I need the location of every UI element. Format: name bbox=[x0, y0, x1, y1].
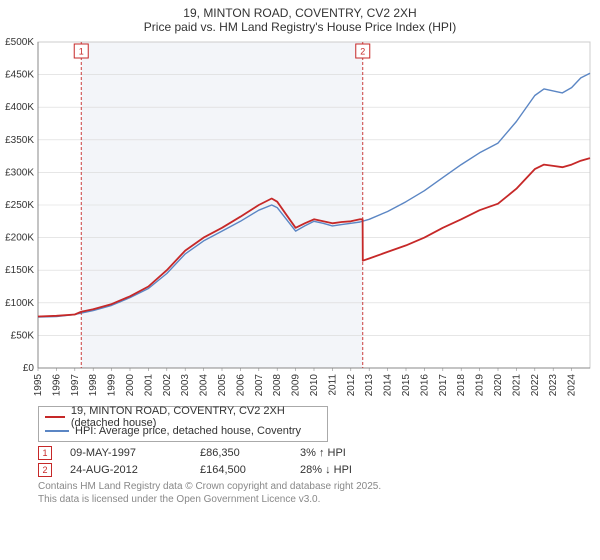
svg-text:1: 1 bbox=[79, 47, 84, 57]
page-title-address: 19, MINTON ROAD, COVENTRY, CV2 2XH bbox=[0, 6, 600, 20]
svg-text:2001: 2001 bbox=[143, 374, 154, 397]
svg-text:£400K: £400K bbox=[5, 102, 34, 113]
svg-text:2010: 2010 bbox=[309, 374, 320, 397]
svg-text:2018: 2018 bbox=[456, 374, 467, 397]
sales-table: 1 09-MAY-1997 £86,350 3% ↑ HPI 2 24-AUG-… bbox=[38, 446, 600, 477]
svg-text:2011: 2011 bbox=[327, 374, 338, 396]
svg-text:2020: 2020 bbox=[493, 374, 504, 397]
legend-item: HPI: Average price, detached house, Cove… bbox=[45, 424, 321, 438]
svg-text:2012: 2012 bbox=[346, 374, 357, 397]
svg-text:2003: 2003 bbox=[180, 374, 191, 397]
sale-price: £164,500 bbox=[200, 464, 300, 476]
svg-text:2008: 2008 bbox=[272, 374, 283, 397]
sale-row: 1 09-MAY-1997 £86,350 3% ↑ HPI bbox=[38, 446, 600, 460]
svg-text:£500K: £500K bbox=[5, 37, 34, 48]
svg-text:2009: 2009 bbox=[291, 374, 302, 397]
svg-text:2006: 2006 bbox=[235, 374, 246, 397]
svg-text:1999: 1999 bbox=[107, 374, 118, 397]
svg-text:£0: £0 bbox=[23, 363, 35, 374]
svg-text:£300K: £300K bbox=[5, 167, 34, 178]
sale-row: 2 24-AUG-2012 £164,500 28% ↓ HPI bbox=[38, 463, 600, 477]
svg-text:2024: 2024 bbox=[567, 374, 578, 397]
svg-text:1995: 1995 bbox=[33, 374, 44, 397]
svg-text:2: 2 bbox=[360, 47, 365, 57]
sale-price: £86,350 bbox=[200, 447, 300, 459]
svg-text:£250K: £250K bbox=[5, 200, 34, 211]
svg-text:2014: 2014 bbox=[383, 374, 394, 397]
attribution-line: Contains HM Land Registry data © Crown c… bbox=[38, 481, 600, 494]
sale-date: 09-MAY-1997 bbox=[70, 447, 200, 459]
svg-text:£350K: £350K bbox=[5, 135, 34, 146]
legend-swatch bbox=[45, 430, 69, 432]
attribution: Contains HM Land Registry data © Crown c… bbox=[38, 481, 600, 506]
attribution-line: This data is licensed under the Open Gov… bbox=[38, 494, 600, 507]
svg-text:£450K: £450K bbox=[5, 70, 34, 81]
legend-label: HPI: Average price, detached house, Cove… bbox=[75, 425, 301, 437]
svg-text:£200K: £200K bbox=[5, 233, 34, 244]
page-title-subtitle: Price paid vs. HM Land Registry's House … bbox=[0, 20, 600, 34]
sale-marker-icon: 1 bbox=[38, 446, 52, 460]
svg-text:2000: 2000 bbox=[125, 374, 136, 397]
legend-swatch bbox=[45, 416, 65, 418]
svg-text:2013: 2013 bbox=[364, 374, 375, 397]
svg-text:£100K: £100K bbox=[5, 298, 34, 309]
svg-text:1996: 1996 bbox=[51, 374, 62, 397]
svg-text:2007: 2007 bbox=[254, 374, 265, 397]
sale-hpi-diff: 28% ↓ HPI bbox=[300, 464, 400, 476]
svg-text:£50K: £50K bbox=[11, 330, 35, 341]
svg-text:1997: 1997 bbox=[70, 374, 81, 397]
svg-text:2005: 2005 bbox=[217, 374, 228, 397]
svg-text:£150K: £150K bbox=[5, 265, 34, 276]
svg-text:2015: 2015 bbox=[401, 374, 412, 397]
legend: 19, MINTON ROAD, COVENTRY, CV2 2XH (deta… bbox=[38, 406, 328, 442]
svg-text:2002: 2002 bbox=[162, 374, 173, 397]
svg-text:2019: 2019 bbox=[475, 374, 486, 397]
sale-marker-icon: 2 bbox=[38, 463, 52, 477]
svg-text:2021: 2021 bbox=[511, 374, 522, 397]
svg-text:2004: 2004 bbox=[199, 374, 210, 397]
svg-text:1998: 1998 bbox=[88, 374, 99, 397]
legend-item: 19, MINTON ROAD, COVENTRY, CV2 2XH (deta… bbox=[45, 410, 321, 424]
svg-text:2023: 2023 bbox=[548, 374, 559, 397]
price-chart: 1 2 £0 £50K £100K £150K £200K £250K £300K £350K £4… bbox=[0, 36, 600, 402]
svg-text:2016: 2016 bbox=[419, 374, 430, 397]
svg-text:2017: 2017 bbox=[438, 374, 449, 397]
sale-date: 24-AUG-2012 bbox=[70, 464, 200, 476]
svg-text:2022: 2022 bbox=[530, 374, 541, 397]
sale-hpi-diff: 3% ↑ HPI bbox=[300, 447, 400, 459]
